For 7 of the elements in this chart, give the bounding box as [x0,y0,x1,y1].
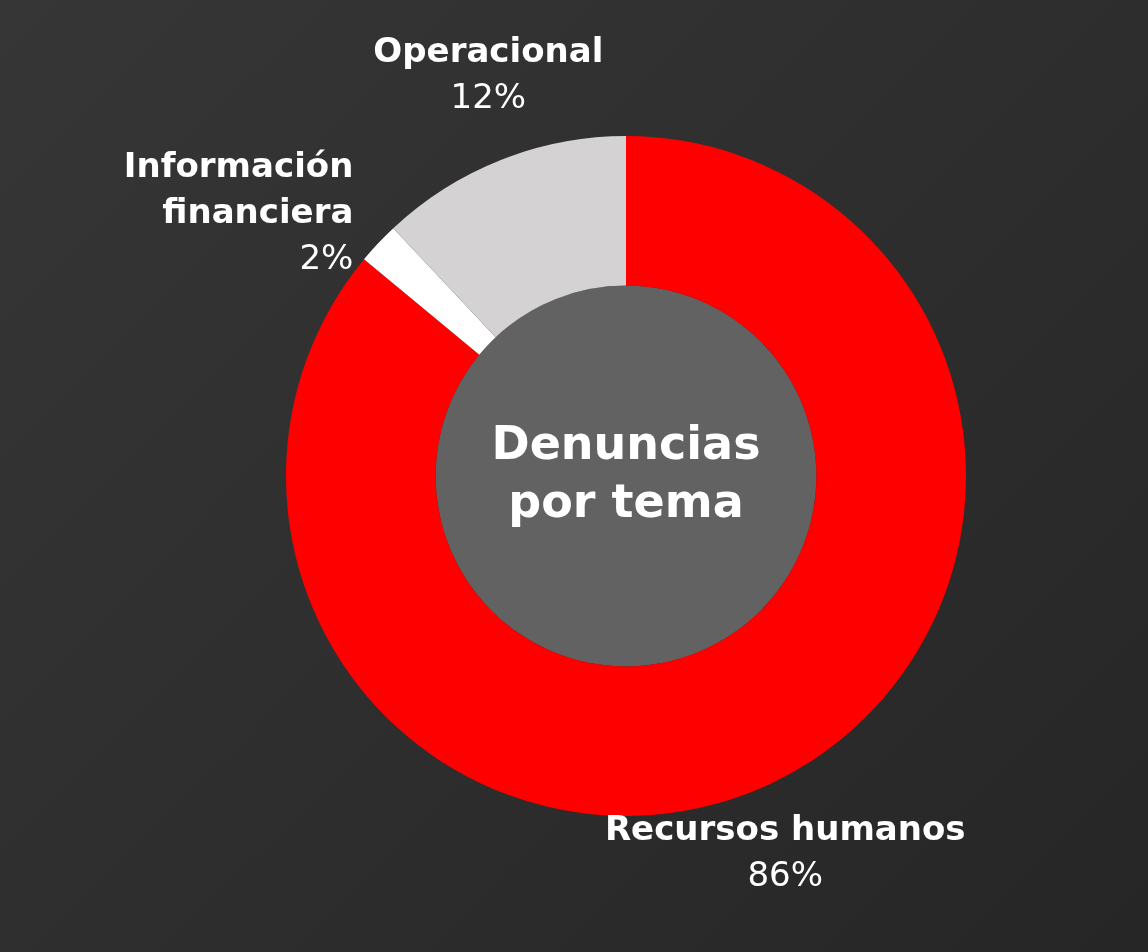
slice-label: Información financiera [123,144,354,231]
text: Denuncias por tema [491,415,761,528]
slice-label: Operacional [373,30,604,71]
data-label: 2% [299,236,354,277]
data-label: 86% [747,854,824,895]
data-label: 12% [450,76,527,117]
slice-label: Recursos humanos [604,808,966,849]
